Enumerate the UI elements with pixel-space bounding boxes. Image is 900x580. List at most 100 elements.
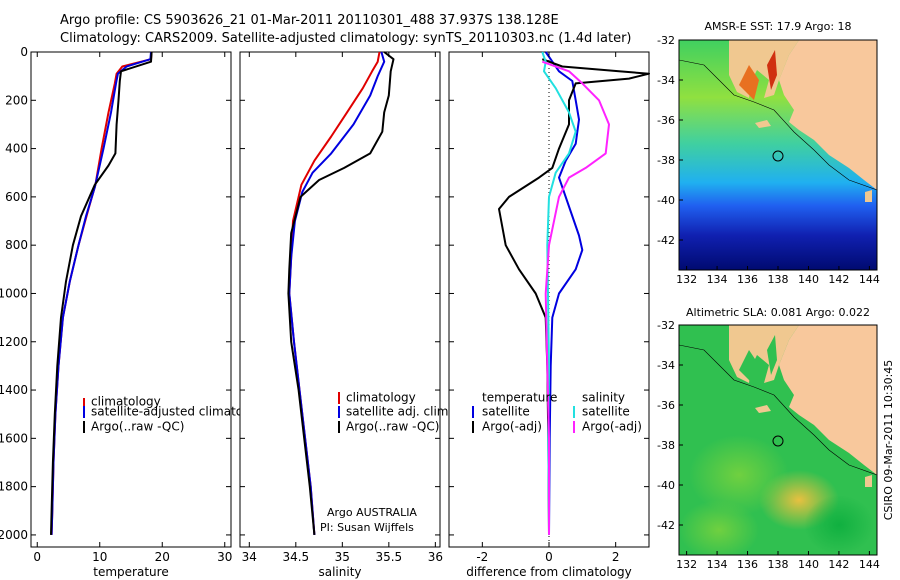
map-y-tick-label: -36 bbox=[657, 114, 675, 127]
legend-label-sal-satellite: satellite bbox=[582, 405, 630, 419]
y-tick-label: 200 bbox=[5, 93, 28, 107]
legend-label-climatology: climatology bbox=[91, 395, 161, 409]
map-y-tick-label: -32 bbox=[657, 34, 675, 47]
sla-gulf-1 bbox=[739, 350, 759, 385]
map-y-tick-label: -32 bbox=[657, 319, 675, 332]
sst-gulf-warm-2 bbox=[767, 50, 777, 90]
temperature-legend: climatology satellite-adjusted climatolo… bbox=[83, 395, 269, 434]
map-x-tick-label: 134 bbox=[707, 558, 728, 571]
legend-label-argo: Argo(..raw -QC) bbox=[91, 420, 184, 434]
map-x-tick-label: 132 bbox=[676, 558, 697, 571]
salinity-ticks: 34 34.5 35 35.5 36 bbox=[240, 51, 443, 564]
map-y-tick-label: -40 bbox=[657, 479, 675, 492]
sst-gulf-warm-1 bbox=[739, 65, 759, 100]
map-x-tick-label: 142 bbox=[828, 273, 849, 286]
y-tick-label: 2000 bbox=[0, 528, 28, 542]
sst-map-title: AMSR-E SST: 17.9 Argo: 18 bbox=[704, 20, 851, 33]
series-line-3 bbox=[541, 60, 610, 535]
y-tick-label: 1400 bbox=[0, 383, 28, 397]
y-tick-label: 1200 bbox=[0, 335, 28, 349]
series-line-0 bbox=[544, 51, 584, 535]
sst-map-ticks: 132 134 136 138 140 142 144 -32 -34 -36 -38 -40 -42 bbox=[657, 34, 880, 286]
salinity-plot-frame bbox=[239, 51, 441, 548]
sla-map-image bbox=[679, 325, 877, 555]
difference-legend: temperature satellite Argo(-adj) salinit… bbox=[472, 391, 642, 434]
series-line-2 bbox=[541, 51, 577, 535]
map-x-tick-label: 142 bbox=[828, 558, 849, 571]
pi-credit: PI: Susan Wijffels bbox=[320, 521, 414, 534]
argo-credit: Argo AUSTRALIA bbox=[327, 506, 417, 519]
temperature-ticks: 0 10 20 30 0 200 400 600 800 1000 1200 1400 1600 1800… bbox=[0, 45, 232, 564]
salinity-profile-panel: 34 34.5 35 35.5 36 salinity climatology sate… bbox=[239, 51, 452, 579]
difference-ticks: -2 0 2 bbox=[449, 51, 649, 564]
sla-small-island bbox=[865, 475, 872, 487]
legend-label-temp-argo: Argo(-adj) bbox=[482, 420, 542, 434]
x-tick-label: 20 bbox=[155, 550, 170, 564]
map-y-tick-label: -42 bbox=[657, 519, 675, 532]
x-tick-label: 34.5 bbox=[282, 550, 309, 564]
x-tick-label: 30 bbox=[217, 550, 232, 564]
y-tick-label: 1000 bbox=[0, 286, 28, 300]
legend-label-satellite: satellite-adjusted climatology bbox=[91, 405, 269, 419]
temperature-series-group bbox=[50, 51, 153, 535]
y-tick-label: 1800 bbox=[0, 480, 28, 494]
x-tick-label: 35 bbox=[335, 550, 350, 564]
sst-shelf-contour bbox=[679, 59, 877, 270]
map-x-tick-label: 140 bbox=[798, 273, 819, 286]
sst-mainland bbox=[779, 40, 877, 190]
x-tick-label: 0 bbox=[545, 550, 553, 564]
legend-label-sal-argo: Argo(-adj) bbox=[582, 420, 642, 434]
series-line-2 bbox=[287, 51, 395, 535]
map-y-tick-label: -34 bbox=[657, 359, 675, 372]
legend-label-temp-satellite: satellite bbox=[482, 405, 530, 419]
map-y-tick-label: -34 bbox=[657, 74, 675, 87]
series-line-1 bbox=[498, 58, 650, 535]
map-y-tick-label: -36 bbox=[657, 399, 675, 412]
map-y-tick-label: -40 bbox=[657, 194, 675, 207]
legend-header-salinity: salinity bbox=[582, 391, 625, 405]
sla-anomaly-southwest bbox=[679, 500, 759, 555]
sla-map-panel: Altimetric SLA: 0.081 Argo: 0.022 132 134… bbox=[657, 306, 880, 571]
csiro-timestamp: CSIRO 09-Mar-2011 10:30:45 bbox=[882, 360, 895, 521]
map-x-tick-label: 136 bbox=[737, 273, 758, 286]
sla-map-title: Altimetric SLA: 0.081 Argo: 0.022 bbox=[686, 306, 870, 319]
difference-profile-panel: -2 0 2 difference from climatology tempera… bbox=[448, 51, 650, 579]
y-tick-label: 800 bbox=[5, 238, 28, 252]
map-x-tick-label: 132 bbox=[676, 273, 697, 286]
y-tick-label: 400 bbox=[5, 142, 28, 156]
temperature-profile-panel: 0 10 20 30 0 200 400 600 800 1000 1200 1400 1600 1800… bbox=[0, 45, 269, 579]
x-tick-label: 10 bbox=[92, 550, 107, 564]
sst-profile-marker bbox=[772, 150, 784, 162]
legend-label-satellite: satellite adj. clim. bbox=[346, 405, 452, 419]
sla-map-ticks: 132 134 136 138 140 142 144 -32 -34 -36 -38 -40 -42 bbox=[657, 319, 880, 571]
difference-xlabel: difference from climatology bbox=[466, 565, 632, 579]
sla-mainland bbox=[779, 325, 877, 475]
sla-anomaly-west bbox=[689, 435, 789, 515]
map-y-tick-label: -38 bbox=[657, 154, 675, 167]
y-tick-label: 0 bbox=[20, 45, 28, 59]
series-line-2 bbox=[50, 51, 153, 535]
map-y-tick-label: -42 bbox=[657, 234, 675, 247]
salinity-xlabel: salinity bbox=[318, 565, 361, 579]
map-x-tick-label: 140 bbox=[798, 558, 819, 571]
salinity-series-group bbox=[287, 51, 395, 535]
map-y-tick-label: -38 bbox=[657, 439, 675, 452]
salinity-legend: climatology satellite adj. clim. Argo(..… bbox=[338, 391, 452, 434]
map-x-tick-label: 138 bbox=[768, 558, 789, 571]
header-line-2: Climatology: CARS2009. Satellite-adjuste… bbox=[60, 31, 632, 46]
legend-header-temperature: temperature bbox=[482, 391, 557, 405]
y-tick-label: 1600 bbox=[0, 431, 28, 445]
map-x-tick-label: 138 bbox=[768, 273, 789, 286]
map-x-tick-label: 136 bbox=[737, 558, 758, 571]
x-tick-label: 36 bbox=[428, 550, 443, 564]
x-tick-label: -2 bbox=[476, 550, 488, 564]
y-tick-label: 600 bbox=[5, 190, 28, 204]
x-tick-label: 34 bbox=[242, 550, 257, 564]
sst-small-island bbox=[865, 190, 872, 202]
map-x-tick-label: 144 bbox=[859, 273, 880, 286]
header-line-1: Argo profile: CS 5903626_21 01-Mar-2011 … bbox=[60, 13, 559, 28]
sst-map-image bbox=[679, 40, 877, 270]
sla-kangaroo-island bbox=[755, 405, 771, 413]
temperature-xlabel: temperature bbox=[93, 565, 168, 579]
x-tick-label: 35.5 bbox=[375, 550, 402, 564]
